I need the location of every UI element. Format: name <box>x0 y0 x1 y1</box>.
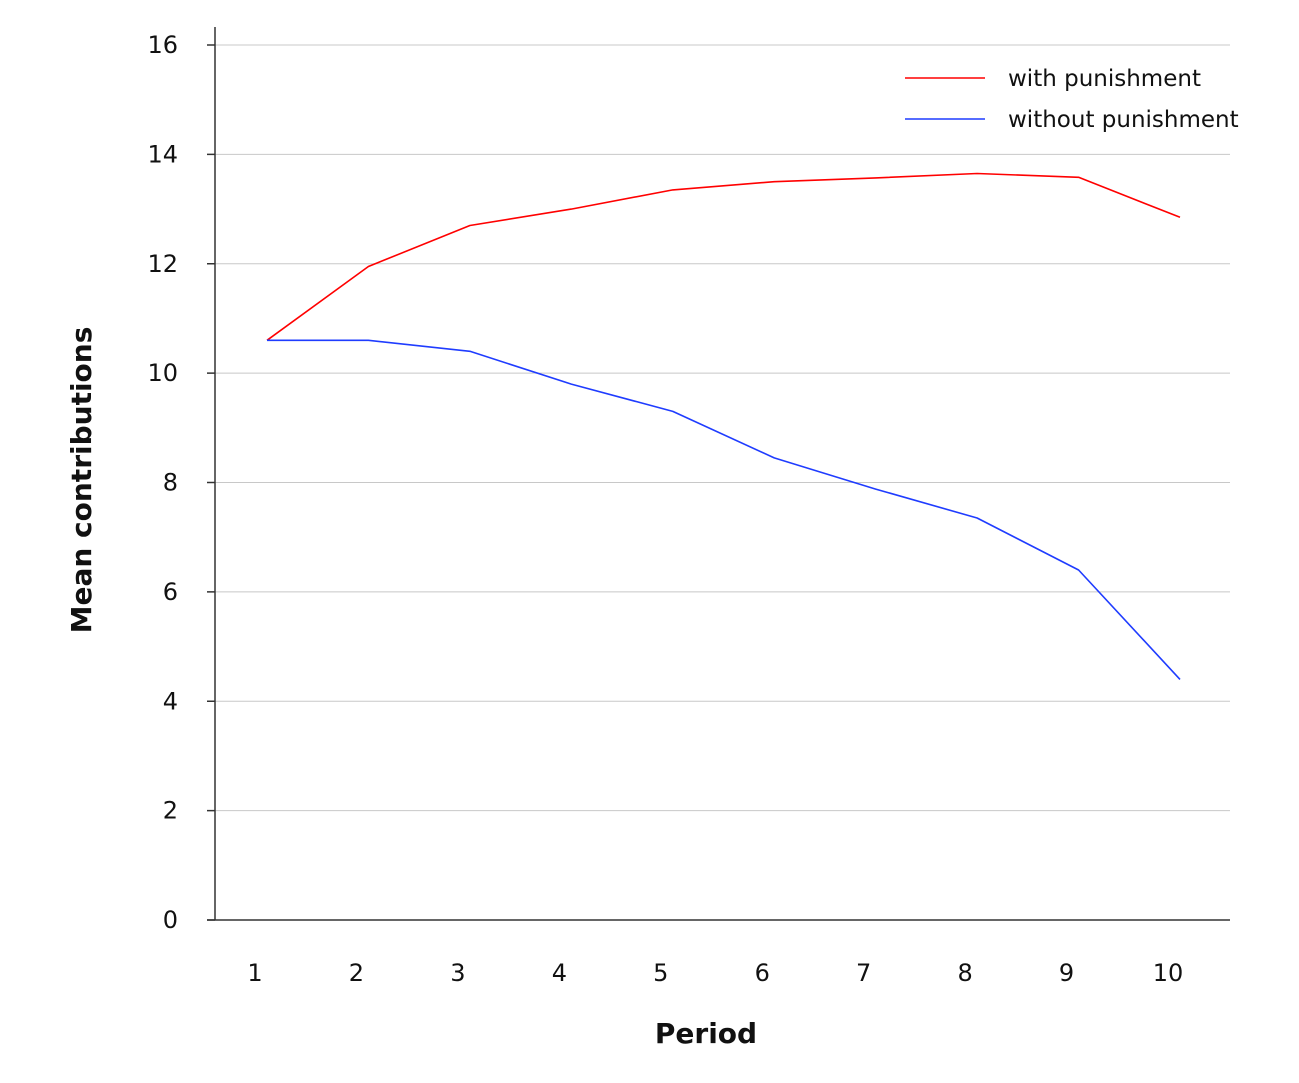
x-axis-ticks: 1 2 3 4 5 6 7 8 9 10 <box>247 959 1183 987</box>
axes <box>207 27 1230 921</box>
x-tick-label: 1 <box>247 959 262 987</box>
x-tick-label: 3 <box>450 959 465 987</box>
x-axis-title: Period <box>655 1017 757 1050</box>
y-tick-label: 4 <box>163 687 178 715</box>
x-tick-label: 2 <box>349 959 364 987</box>
series-line-without-punishment <box>267 339 1181 680</box>
y-tick-label: 6 <box>163 578 178 606</box>
y-axis-title: Mean contributions <box>65 327 98 634</box>
y-tick-label: 14 <box>147 140 178 168</box>
legend: with punishment without punishment <box>905 66 1239 133</box>
x-tick-label: 4 <box>552 959 567 987</box>
x-tick-label: 8 <box>957 959 972 987</box>
x-tick-label: 7 <box>856 959 871 987</box>
x-tick-label: 10 <box>1153 959 1184 987</box>
legend-label: with punishment <box>1008 66 1201 92</box>
y-tick-label: 8 <box>163 469 178 497</box>
legend-label: without punishment <box>1008 107 1239 133</box>
gridlines <box>215 44 1230 812</box>
x-tick-label: 9 <box>1059 959 1074 987</box>
y-axis-ticks: 0 2 4 6 8 10 12 14 16 <box>147 31 215 934</box>
series-line-with-punishment <box>266 172 1181 341</box>
y-tick-label: 0 <box>163 906 178 934</box>
series-lines <box>266 172 1181 680</box>
y-tick-label: 10 <box>147 359 178 387</box>
y-tick-label: 2 <box>163 797 178 825</box>
y-tick-label: 16 <box>147 31 178 59</box>
x-tick-label: 5 <box>653 959 668 987</box>
x-tick-label: 6 <box>755 959 770 987</box>
y-tick-label: 12 <box>147 250 178 278</box>
